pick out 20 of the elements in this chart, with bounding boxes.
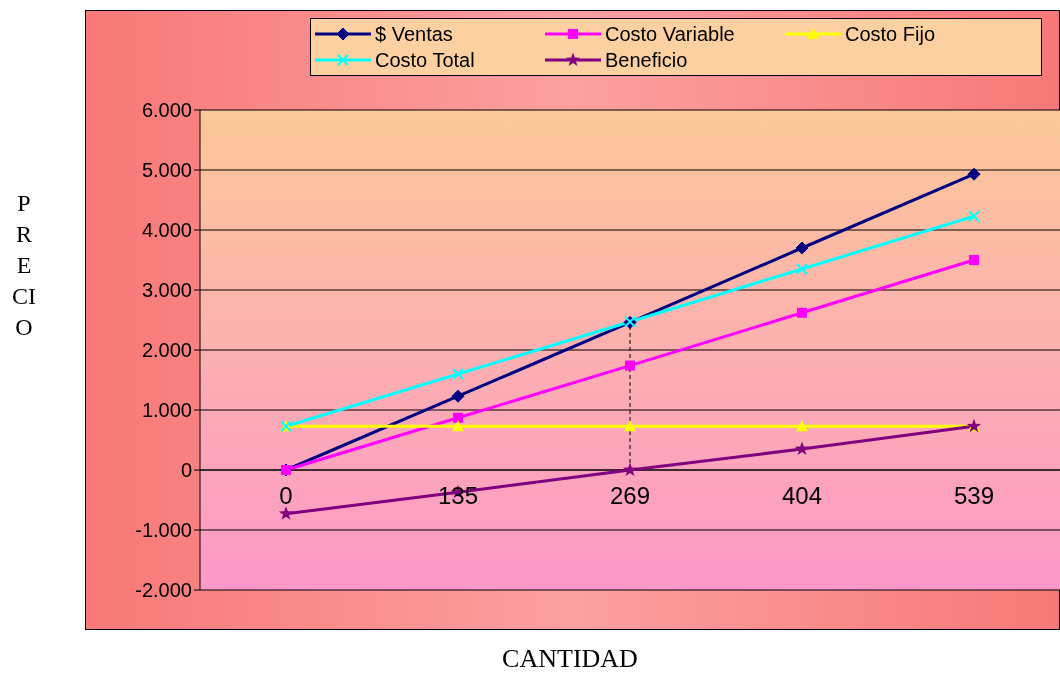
y-tick-label: 6.000	[141, 99, 192, 122]
y-tick-label: 2.000	[141, 339, 192, 362]
x-tick-label: 269	[609, 481, 651, 509]
y-axis-title: PRECIO	[12, 189, 36, 342]
legend-label: Costo Variable	[605, 22, 735, 46]
y-tick-label: -2.000	[135, 579, 192, 602]
y-tick-label: 3.000	[141, 279, 192, 302]
legend-label: Costo Fijo	[845, 22, 936, 46]
legend-label: Beneficio	[605, 48, 688, 72]
x-tick-label: 0	[279, 481, 293, 509]
x-tick-label: 539	[953, 481, 995, 509]
y-tick-label: 4.000	[141, 219, 192, 242]
y-tick-label: 0	[180, 459, 192, 482]
x-axis-title: CANTIDAD	[501, 644, 639, 674]
y-tick-label: -1.000	[135, 519, 192, 542]
legend-label: Costo Total	[375, 48, 475, 72]
y-tick-label: 1.000	[141, 399, 192, 422]
x-tick-label: 404	[781, 481, 823, 509]
legend-label: $ Ventas	[375, 22, 453, 46]
y-tick-label: 5.000	[141, 159, 192, 182]
